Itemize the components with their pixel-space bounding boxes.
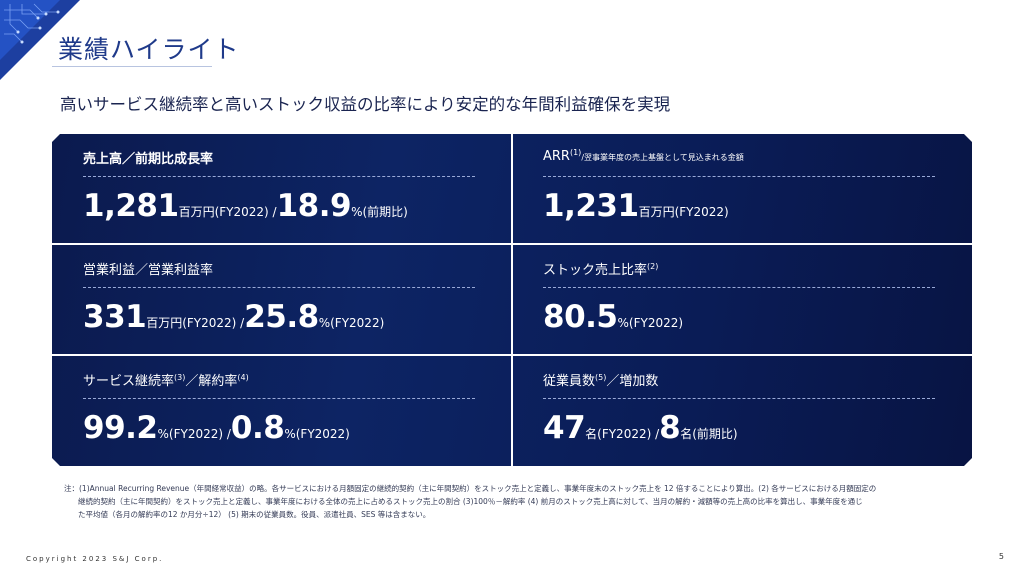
footnote-ref: (1)	[569, 148, 582, 157]
metric-value: 1,281百万円(FY2022) /18.9%(前期比)	[83, 188, 408, 224]
footnote-ref: (4)	[237, 373, 249, 382]
metric-value: 80.5%(FY2022)	[543, 299, 683, 335]
dashed-divider	[543, 287, 935, 288]
arr-unit: 百万円(FY2022)	[638, 205, 729, 219]
metric-label: サービス継続率(3)／解約率(4)	[83, 370, 249, 389]
sales-value: 1,281	[83, 188, 179, 224]
arr-value: 1,231	[543, 188, 639, 224]
metric-label: ARR(1)/翌事業年度の売上基盤として見込まれる金額	[543, 148, 744, 164]
emp-unit: 名(FY2022) /	[585, 427, 660, 441]
footnote-ref: (2)	[647, 262, 659, 271]
metric-label: 売上高／前期比成長率	[83, 152, 214, 167]
dashed-divider	[543, 176, 935, 177]
footnotes: 注：(1)Annual Recurring Revenue（年間経常収益）の略。…	[64, 482, 976, 521]
cont-value: 99.2	[83, 410, 158, 446]
metric-sales: 売上高／前期比成長率 1,281百万円(FY2022) /18.9%(前期比)	[83, 134, 483, 242]
sales-unit: 百万円(FY2022) /	[178, 205, 277, 219]
copyright: Copyright 2023 S&J Corp.	[26, 555, 164, 563]
increase-value: 8	[659, 410, 681, 446]
dashed-divider	[543, 398, 935, 399]
metric-operating-profit: 営業利益／営業利益率 331百万円(FY2022) /25.8%(FY2022)	[83, 245, 483, 353]
footnote-ref: (5)	[595, 373, 607, 382]
metric-label: ストック売上比率(2)	[543, 259, 658, 278]
emp-value: 47	[543, 410, 586, 446]
churn-value: 0.8	[230, 410, 285, 446]
footnote-line: 継続的契約（主に年間契約）をストック売上と定義し、事業年度における全体の売上に占…	[78, 497, 863, 506]
metric-employees: 従業員数(5)／増加数 47名(FY2022) /8名(前期比)	[543, 356, 943, 464]
footnote-ref: (3)	[174, 373, 186, 382]
growth-unit: %(前期比)	[351, 205, 408, 219]
metric-value: 1,231百万円(FY2022)	[543, 188, 729, 224]
emp-label: 従業員数	[543, 374, 596, 389]
churn-label: ／解約率	[185, 374, 238, 389]
metric-stock-ratio: ストック売上比率(2) 80.5%(FY2022)	[543, 245, 943, 353]
title-divider	[52, 66, 212, 67]
panel-horizontal-divider	[52, 243, 972, 245]
metric-value: 331百万円(FY2022) /25.8%(FY2022)	[83, 299, 384, 335]
page-number: 5	[998, 552, 1004, 561]
footnote-line: た平均値（各月の解約率の12 か月分÷12） (5) 期末の従業員数。役員、派遣…	[78, 510, 431, 519]
dashed-divider	[83, 287, 475, 288]
increase-label: ／増加数	[606, 374, 659, 389]
op-margin-value: 25.8	[244, 299, 319, 335]
cont-label: サービス継続率	[83, 374, 175, 389]
footnote-line: 注：(1)Annual Recurring Revenue（年間経常収益）の略。…	[64, 484, 877, 493]
arr-label: ARR	[543, 149, 570, 164]
metric-value: 99.2%(FY2022) /0.8%(FY2022)	[83, 410, 350, 446]
dashed-divider	[83, 176, 475, 177]
metric-continuation-rate: サービス継続率(3)／解約率(4) 99.2%(FY2022) /0.8%(FY…	[83, 356, 483, 464]
panel-horizontal-divider	[52, 354, 972, 356]
cont-unit: %(FY2022) /	[157, 427, 231, 441]
arr-note: /翌事業年度の売上基盤として見込まれる金額	[581, 153, 744, 162]
metric-arr: ARR(1)/翌事業年度の売上基盤として見込まれる金額 1,231百万円(FY2…	[543, 134, 943, 242]
metrics-panel: 売上高／前期比成長率 1,281百万円(FY2022) /18.9%(前期比) …	[52, 134, 972, 466]
page-subtitle: 高いサービス継続率と高いストック収益の比率により安定的な年間利益確保を実現	[60, 95, 671, 114]
metric-value: 47名(FY2022) /8名(前期比)	[543, 410, 738, 446]
circuit-corner-decoration	[0, 0, 80, 80]
churn-unit: %(FY2022)	[284, 427, 350, 441]
increase-unit: 名(前期比)	[680, 427, 738, 441]
metric-label: 従業員数(5)／増加数	[543, 370, 658, 389]
op-unit: 百万円(FY2022) /	[146, 316, 245, 330]
stock-label: ストック売上比率	[543, 263, 648, 278]
stock-unit: %(FY2022)	[617, 316, 684, 330]
growth-value: 18.9	[276, 188, 352, 224]
metric-label: 営業利益／営業利益率	[83, 263, 214, 278]
op-margin-unit: %(FY2022)	[318, 316, 385, 330]
op-value: 331	[83, 299, 147, 335]
page-title: 業績ハイライト	[58, 35, 240, 64]
stock-value: 80.5	[543, 299, 618, 335]
dashed-divider	[83, 398, 475, 399]
panel-vertical-divider	[511, 134, 513, 466]
